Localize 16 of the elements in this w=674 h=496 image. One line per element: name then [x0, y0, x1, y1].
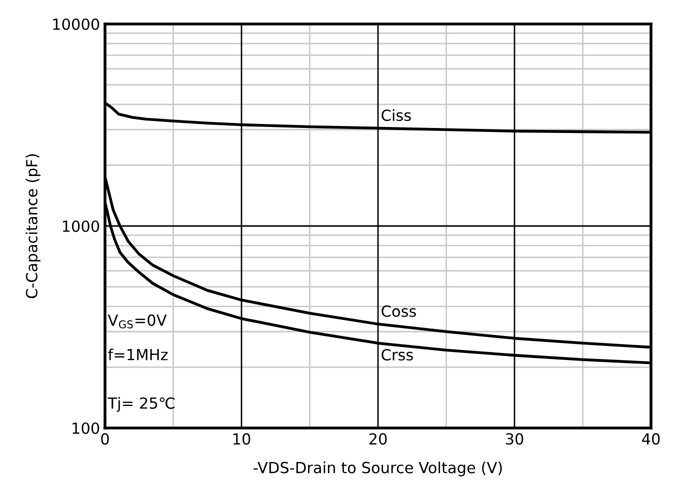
annotation: V$_{GS}$=0V [108, 314, 167, 328]
series-label: Crss [382, 348, 413, 361]
x-tick-label: 0 [101, 433, 109, 445]
x-tick-label: 20 [369, 433, 387, 445]
series-label: Ciss [382, 109, 411, 122]
y-tick-label: 1000 [62, 220, 100, 232]
y-tick-label: 10000 [53, 18, 100, 30]
annotation: f=1MHz [108, 348, 168, 360]
y-axis-title: C-Capacitance (pF) [26, 154, 40, 298]
y-tick-label: 100 [72, 422, 100, 434]
x-tick-label: 10 [233, 433, 250, 445]
annotation: Tj= 25℃ [108, 397, 174, 412]
x-tick-label: 40 [642, 433, 660, 445]
series-label: Coss [382, 305, 416, 317]
x-axis-title: -VDS-Drain to Source Voltage (V) [254, 462, 502, 476]
x-tick-label: 30 [506, 433, 524, 445]
